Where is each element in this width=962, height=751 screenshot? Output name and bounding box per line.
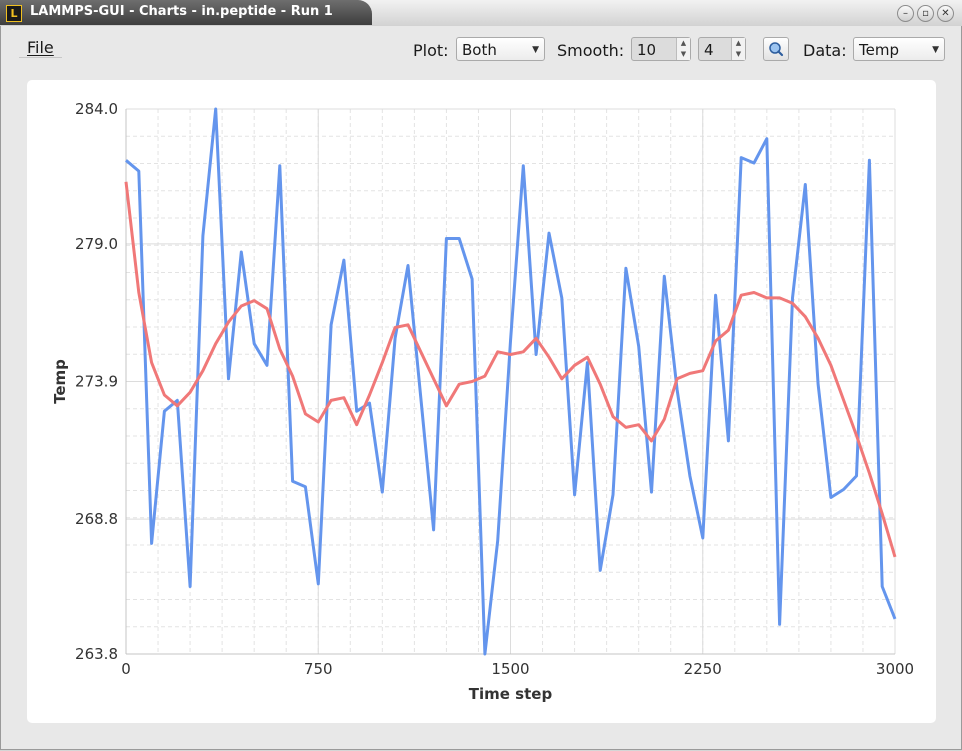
- series-line-smoothed: [124, 181, 897, 558]
- y-tick-label: 279.0: [75, 235, 118, 253]
- series-line-raw: [125, 107, 897, 656]
- title-bar[interactable]: L LAMMPS-GUI - Charts - in.peptide - Run…: [0, 0, 962, 27]
- x-tick-label: 2250: [684, 660, 722, 678]
- y-tick-label: 284.0: [75, 100, 118, 118]
- close-icon[interactable]: ✕: [937, 5, 954, 22]
- magnifier-icon: [769, 42, 784, 57]
- chevron-down-icon: ▼: [932, 45, 939, 55]
- data-select-value: Temp: [859, 41, 899, 59]
- plot-label: Plot:: [413, 41, 449, 60]
- y-tick-label: 268.8: [75, 510, 118, 528]
- smooth-order-spinbox[interactable]: 4 ▲ ▼: [698, 37, 746, 61]
- app-icon: L: [6, 5, 22, 22]
- minimize-icon[interactable]: –: [897, 5, 914, 22]
- data-label: Data:: [803, 41, 847, 60]
- window-title: LAMMPS-GUI - Charts - in.peptide - Run 1: [30, 4, 333, 19]
- temperature-chart: 0 750 1500 2250 3000 284.0 279.0 273.9 268.8 263.…: [51, 100, 914, 703]
- smooth-window-spinbox[interactable]: 10 ▲ ▼: [631, 37, 691, 61]
- x-tick-label: 3000: [876, 660, 914, 678]
- title-tab: L LAMMPS-GUI - Charts - in.peptide - Run…: [0, 0, 372, 25]
- x-axis-title: Time step: [469, 685, 553, 703]
- x-tick-label: 750: [304, 660, 333, 678]
- chevron-down-icon: ▼: [532, 45, 539, 55]
- plot-select[interactable]: Both ▼: [456, 37, 545, 61]
- data-select[interactable]: Temp ▼: [853, 37, 945, 61]
- charts-window: File Plot: Both ▼ Smooth: 10 ▲ ▼ 4 ▲ ▼ Dat…: [0, 26, 962, 750]
- x-tick-label: 1500: [491, 660, 529, 678]
- smooth-label: Smooth:: [557, 41, 625, 60]
- file-menu[interactable]: File: [19, 38, 62, 58]
- y-axis-title: Temp: [51, 359, 69, 404]
- spin-arrows-icon[interactable]: ▲ ▼: [676, 38, 690, 60]
- file-menu-label: File: [27, 38, 54, 57]
- y-tick-label: 273.9: [75, 373, 118, 391]
- smooth-order-value: 4: [704, 41, 714, 59]
- spin-arrows-icon[interactable]: ▲ ▼: [731, 38, 745, 60]
- x-tick-label: 0: [121, 660, 131, 678]
- smooth-window-value: 10: [637, 41, 657, 59]
- zoom-button[interactable]: [763, 37, 789, 61]
- chart-panel: 0 750 1500 2250 3000 284.0 279.0 273.9 268.8 263.…: [27, 80, 936, 723]
- y-tick-label: 263.8: [75, 645, 118, 663]
- maximize-icon[interactable]: ▫: [917, 5, 934, 22]
- plot-select-value: Both: [462, 41, 497, 59]
